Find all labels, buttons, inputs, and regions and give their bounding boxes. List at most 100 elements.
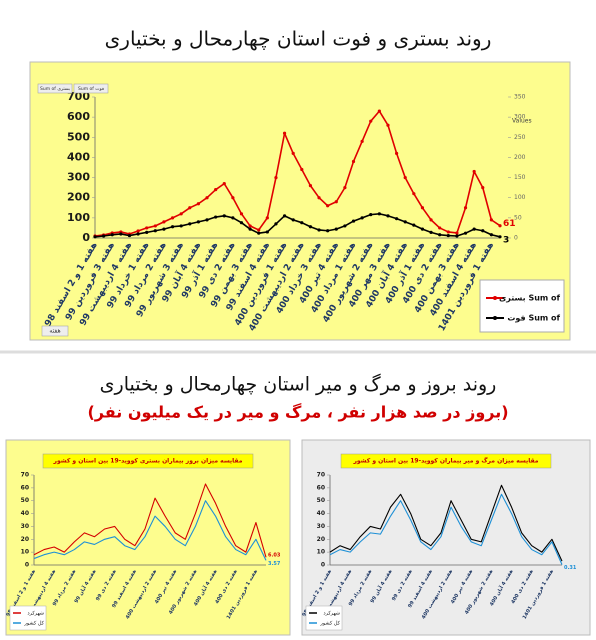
y2-tick-label: 100 <box>514 194 526 201</box>
point <box>386 123 390 127</box>
point <box>265 216 269 220</box>
point <box>455 234 459 238</box>
point <box>317 228 321 232</box>
point <box>308 225 313 229</box>
point <box>145 226 149 230</box>
point <box>291 218 295 222</box>
point <box>377 212 381 216</box>
y-tick-label: 70 <box>21 472 29 479</box>
point <box>145 230 149 234</box>
end-value-label: 3 <box>503 235 509 245</box>
y-tick-label: 0 <box>25 562 29 569</box>
legend-label: بستری Sum of <box>499 294 561 303</box>
end-value-label: 3.57 <box>268 561 281 567</box>
section-title: روند بروز و مرگ و میر استان چهارمحال و ب… <box>100 374 497 396</box>
point <box>489 233 493 237</box>
point <box>119 232 123 236</box>
point <box>196 220 201 224</box>
point <box>317 196 321 200</box>
series-line <box>329 484 563 562</box>
point <box>360 216 364 220</box>
legend-label: فوت Sum of <box>507 314 560 323</box>
point <box>420 227 425 231</box>
point <box>351 219 356 223</box>
point <box>188 206 192 210</box>
point <box>481 229 485 233</box>
point <box>196 202 201 206</box>
legend-label: کل کشور <box>319 621 340 627</box>
y-tick-label: 0 <box>82 231 90 244</box>
point <box>102 234 106 238</box>
filter-label: هفته <box>49 328 60 335</box>
chart-title: روند بستری و فوت استان چهارمحال و بختیار… <box>105 27 492 51</box>
point <box>300 221 304 225</box>
point <box>351 159 356 164</box>
point <box>162 227 166 231</box>
point <box>498 224 502 228</box>
point <box>231 196 235 200</box>
legend-label: شهرکرد <box>27 611 44 617</box>
legend-label: شهرکرد <box>323 611 340 617</box>
field-button-label: Sum of بستری <box>40 86 70 92</box>
y-tick-label: 10 <box>21 549 29 556</box>
end-value-label: 61 <box>503 219 516 229</box>
point <box>386 214 390 218</box>
point <box>446 230 450 234</box>
y-tick-label: 30 <box>21 523 29 530</box>
y-tick-label: 10 <box>317 549 325 556</box>
point <box>205 196 209 200</box>
point <box>93 235 97 239</box>
point <box>265 230 269 234</box>
point <box>153 229 157 233</box>
point <box>222 214 226 218</box>
y-tick-label: 60 <box>317 484 325 491</box>
y-tick-label: 40 <box>21 510 29 517</box>
chart-title: مقایسه میزان بروز بیماران بستری کووید-19… <box>53 458 243 465</box>
point <box>222 182 226 186</box>
point <box>170 216 175 220</box>
legend-marker <box>493 296 497 300</box>
point <box>412 223 416 227</box>
point <box>205 218 209 222</box>
point <box>394 151 399 155</box>
y2-tick-label: 300 <box>514 114 526 121</box>
legend-box <box>9 605 47 631</box>
point <box>300 167 304 172</box>
point <box>179 224 183 228</box>
chart-title: مقایسه میزان مرگ و میر بیماران کووید-19 … <box>352 457 538 465</box>
point <box>377 109 381 113</box>
y-tick-label: 60 <box>21 484 29 491</box>
point <box>429 230 433 234</box>
point <box>326 204 330 208</box>
point <box>110 233 114 237</box>
chart-title-box <box>42 453 254 469</box>
point <box>257 228 261 232</box>
point <box>429 218 433 222</box>
end-value-label: 0.31 <box>564 565 577 571</box>
point <box>394 217 399 221</box>
point <box>403 220 407 224</box>
y2-tick-label: 350 <box>514 94 526 101</box>
y-tick-label: 20 <box>317 536 325 543</box>
point <box>360 139 364 143</box>
y-tick-label: 200 <box>67 191 90 204</box>
y-tick-label: 50 <box>21 497 29 504</box>
chart-panel <box>5 439 291 636</box>
section-subtitle: (بروز در صد هزار نفر ، مرگ و میر در یک م… <box>87 403 508 422</box>
point <box>343 224 347 228</box>
point <box>136 232 140 236</box>
point <box>481 186 485 190</box>
y2-tick-label: 250 <box>514 134 526 141</box>
point <box>403 175 407 180</box>
y-tick-label: 500 <box>67 130 90 143</box>
point <box>498 235 502 239</box>
point <box>463 206 468 210</box>
point <box>438 233 442 237</box>
point <box>248 227 252 231</box>
point <box>455 231 459 235</box>
y-tick-label: 300 <box>67 171 90 184</box>
point <box>446 233 450 238</box>
field-button <box>37 83 73 94</box>
point <box>369 213 373 217</box>
